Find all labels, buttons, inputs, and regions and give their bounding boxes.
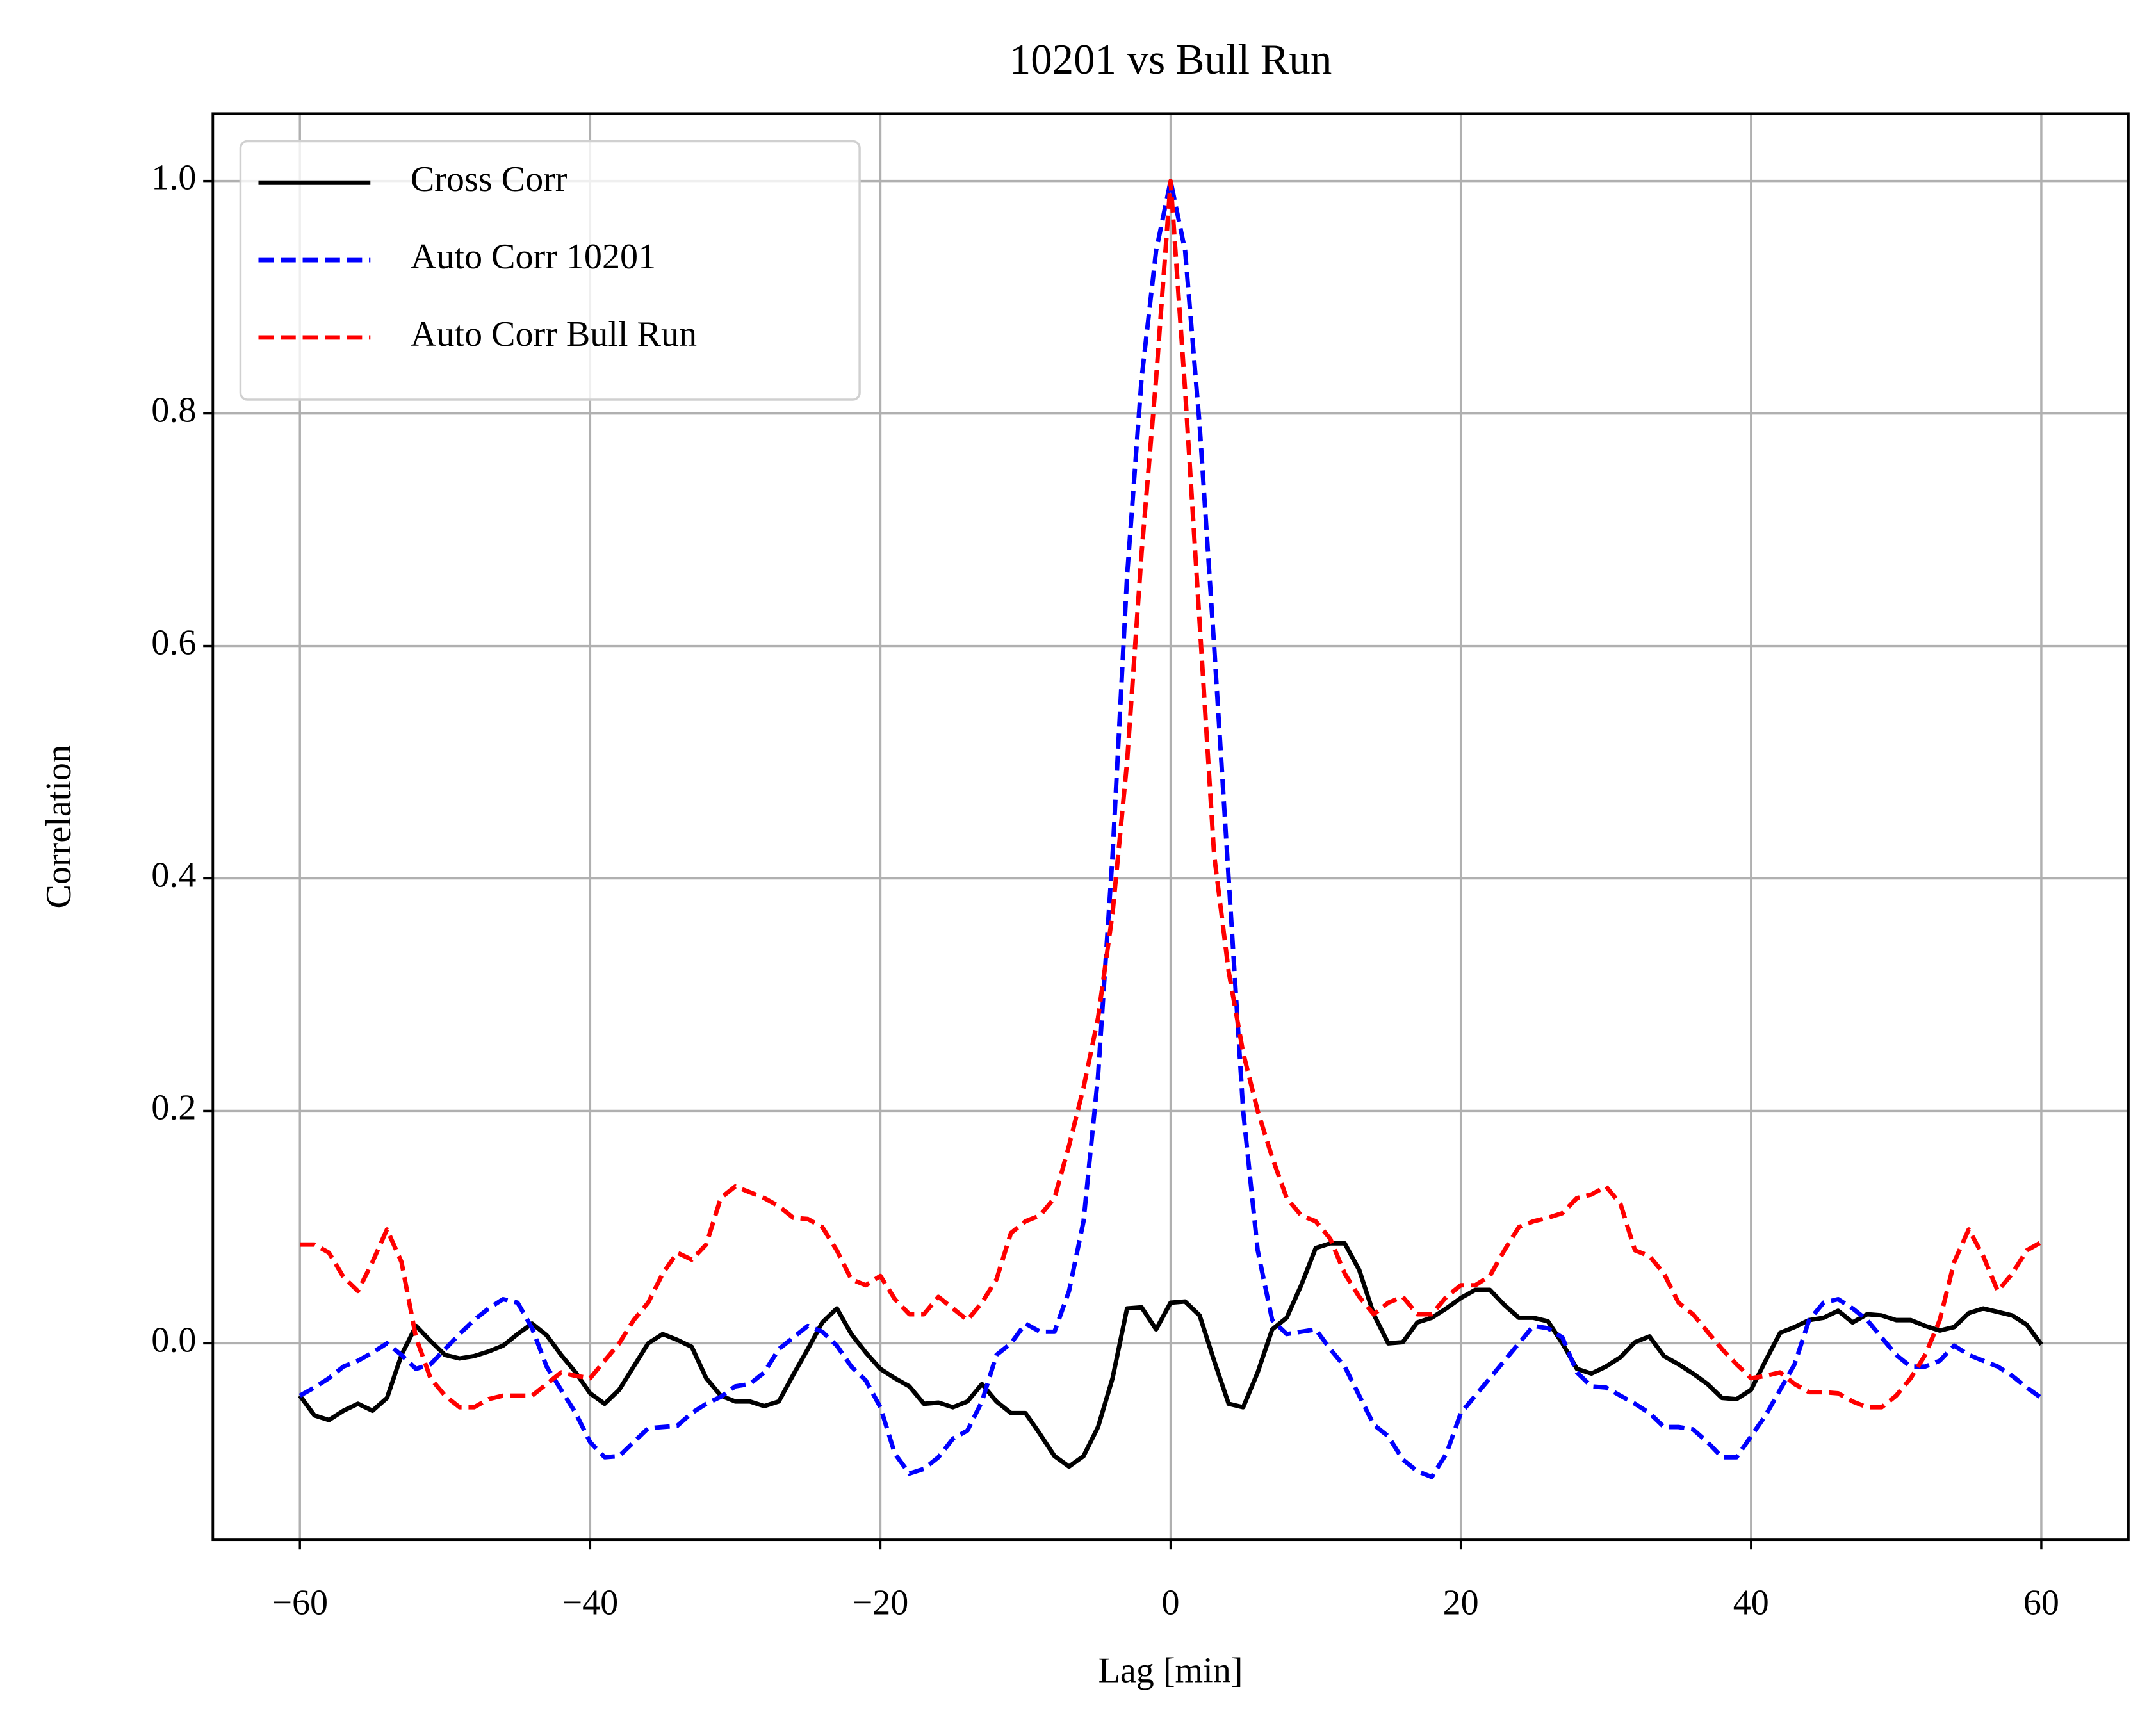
y-tick-label: 0.0 (151, 1320, 196, 1360)
chart-title: 10201 vs Bull Run (1009, 36, 1332, 83)
x-tick-label: 0 (1162, 1583, 1180, 1623)
x-tick-label: 60 (2023, 1583, 2059, 1623)
y-tick-label: 0.8 (151, 390, 196, 430)
x-tick-label: −40 (562, 1583, 618, 1623)
x-axis-label: Lag [min] (1098, 1651, 1243, 1690)
plot-frame (211, 112, 2130, 1542)
legend-box (239, 140, 861, 401)
y-axis-label: Correlation (39, 745, 79, 908)
y-tick-label: 0.2 (151, 1088, 196, 1127)
x-tick-label: 40 (1733, 1583, 1769, 1623)
legend-label: Auto Corr Bull Run (411, 314, 697, 354)
series-line (298, 179, 2043, 1479)
y-tick-label: 1.0 (151, 158, 196, 198)
legend-label: Cross Corr (411, 159, 568, 199)
series-line (300, 179, 2043, 1410)
legend: Cross Corr Auto Corr 10201 Auto Corr Bull … (239, 140, 861, 401)
series-line (298, 1241, 2043, 1469)
x-tick-label: −60 (272, 1583, 328, 1623)
y-tick-label: 0.4 (151, 855, 196, 895)
legend-label: Auto Corr 10201 (411, 237, 656, 277)
x-tick-label: −20 (853, 1583, 909, 1623)
x-tick-label: 20 (1443, 1583, 1479, 1623)
y-tick-label: 0.6 (151, 623, 196, 662)
